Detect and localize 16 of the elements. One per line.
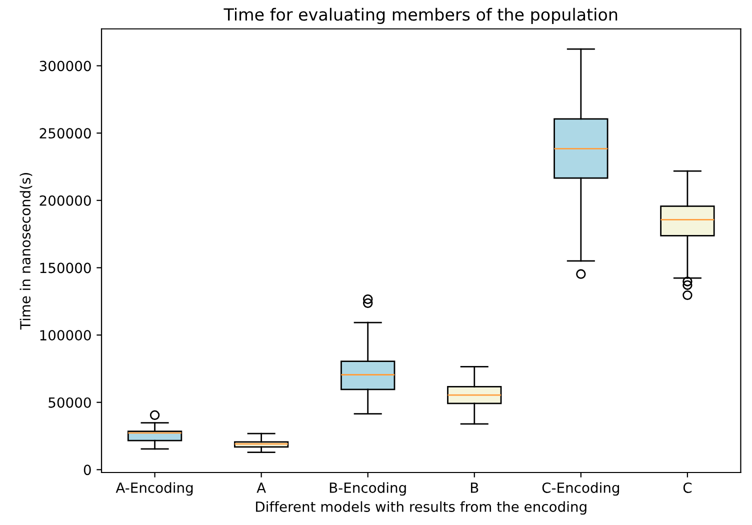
- x-tick-label: B: [470, 482, 478, 493]
- y-tick-label: 0: [84, 464, 91, 476]
- x-tick-label: C: [683, 482, 692, 493]
- x-tick-label: A-Encoding: [116, 482, 193, 496]
- y-tick-label: 150000: [40, 262, 91, 274]
- x-axis-title: Different models with results from the encoding: [256, 501, 586, 515]
- y-tick-label: 300000: [40, 60, 91, 72]
- y-axis-title: Time in nanosecond(s): [20, 173, 32, 330]
- y-tick-label: 250000: [40, 128, 91, 139]
- x-tick-label: A: [256, 482, 266, 493]
- y-tick-label: 200000: [40, 195, 91, 206]
- x-tick-label: B-Encoding: [330, 482, 406, 496]
- y-tick-label: 50000: [48, 397, 91, 408]
- chart-title: Time for evaluating members of the population: [224, 8, 618, 24]
- x-tick-label: C-Encoding: [542, 482, 620, 496]
- y-tick-label: 100000: [40, 330, 91, 341]
